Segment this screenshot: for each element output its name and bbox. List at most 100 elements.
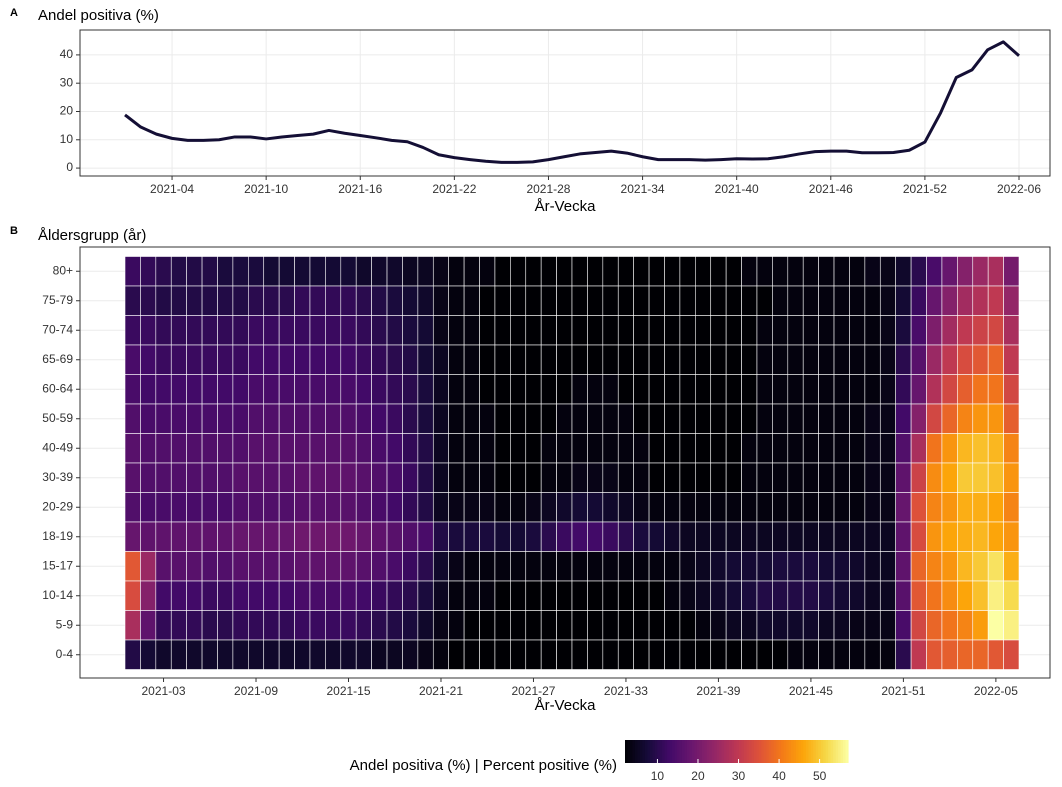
heat-cell	[140, 403, 157, 434]
heat-cell	[617, 462, 634, 493]
heat-cell	[926, 403, 943, 434]
heat-cell	[294, 610, 311, 641]
heat-cell	[725, 551, 742, 582]
heat-cell	[525, 344, 542, 375]
heat-cell	[910, 374, 927, 405]
heat-cell	[849, 433, 866, 464]
heat-cell	[371, 256, 388, 287]
heat-cell	[818, 521, 835, 552]
heat-cell	[710, 580, 727, 611]
heat-cell	[787, 521, 804, 552]
heat-cell	[556, 492, 573, 523]
heat-cell	[463, 315, 480, 346]
y-tick-label: 65-69	[42, 352, 73, 366]
heat-cell	[895, 551, 912, 582]
heat-cell	[155, 433, 172, 464]
colorbar-swatch	[793, 740, 797, 763]
heat-cell	[741, 256, 758, 287]
x-tick-label: 2021-51	[881, 684, 925, 698]
heat-cell	[926, 462, 943, 493]
heat-cell	[140, 492, 157, 523]
heat-cell	[232, 374, 249, 405]
heat-cell	[510, 256, 527, 287]
colorbar-swatch	[828, 740, 832, 763]
heat-cell	[371, 610, 388, 641]
heat-cell	[309, 462, 326, 493]
heat-cell	[325, 433, 342, 464]
heat-cell	[1003, 462, 1020, 493]
heat-cell	[787, 492, 804, 523]
heat-cell	[833, 374, 850, 405]
heat-cell	[325, 639, 342, 670]
heat-cell	[294, 256, 311, 287]
heat-cell	[987, 433, 1004, 464]
heat-cell	[201, 344, 218, 375]
heat-cell	[525, 639, 542, 670]
heat-cell	[463, 521, 480, 552]
heat-cell	[772, 521, 789, 552]
heat-cell	[602, 315, 619, 346]
heat-cell	[879, 256, 896, 287]
heat-cell	[633, 492, 650, 523]
heat-cell	[926, 344, 943, 375]
heat-cell	[741, 462, 758, 493]
colorbar-swatch	[719, 740, 723, 763]
heat-cell	[340, 639, 357, 670]
heat-cell	[972, 315, 989, 346]
x-tick-label: 2021-52	[903, 182, 947, 196]
heat-cell	[278, 344, 295, 375]
heat-cell	[325, 403, 342, 434]
heat-cell	[371, 433, 388, 464]
heat-cell	[494, 256, 511, 287]
heat-cell	[340, 521, 357, 552]
heat-cell	[617, 610, 634, 641]
heat-cell	[664, 492, 681, 523]
heat-cell	[787, 403, 804, 434]
heat-cell	[556, 580, 573, 611]
heat-cell	[355, 403, 372, 434]
heat-cell	[617, 344, 634, 375]
heat-cell	[371, 374, 388, 405]
heat-cell	[756, 639, 773, 670]
heat-cell	[987, 374, 1004, 405]
colorbar-swatch	[778, 740, 782, 763]
heat-cell	[679, 374, 696, 405]
heat-cell	[294, 462, 311, 493]
heat-cell	[371, 551, 388, 582]
heat-cell	[371, 462, 388, 493]
colorbar-swatch	[639, 740, 643, 763]
heat-cell	[787, 551, 804, 582]
heat-cell	[679, 403, 696, 434]
colorbar-tick-label: 50	[813, 769, 827, 783]
heat-cell	[802, 256, 819, 287]
heat-cell	[355, 580, 372, 611]
heat-cell	[987, 285, 1004, 316]
heat-cell	[124, 551, 141, 582]
heat-cell	[910, 639, 927, 670]
heat-cell	[556, 433, 573, 464]
heat-cell	[772, 344, 789, 375]
heat-cell	[494, 551, 511, 582]
heat-cell	[432, 403, 449, 434]
heat-cell	[879, 285, 896, 316]
heat-cell	[463, 639, 480, 670]
heat-cell	[170, 610, 187, 641]
heat-cell	[432, 580, 449, 611]
heat-cell	[556, 285, 573, 316]
heat-cell	[294, 403, 311, 434]
heat-cell	[479, 315, 496, 346]
heat-cell	[309, 433, 326, 464]
heat-cell	[186, 521, 203, 552]
heat-cell	[263, 285, 280, 316]
heat-cell	[294, 551, 311, 582]
heat-cell	[170, 639, 187, 670]
heat-cell	[664, 580, 681, 611]
heat-cell	[633, 403, 650, 434]
heat-cell	[710, 315, 727, 346]
heat-cell	[325, 285, 342, 316]
heat-cell	[787, 374, 804, 405]
colorbar-swatch	[738, 740, 743, 763]
colorbar-swatch	[818, 740, 822, 763]
heat-cell	[525, 551, 542, 582]
heat-cell	[186, 285, 203, 316]
